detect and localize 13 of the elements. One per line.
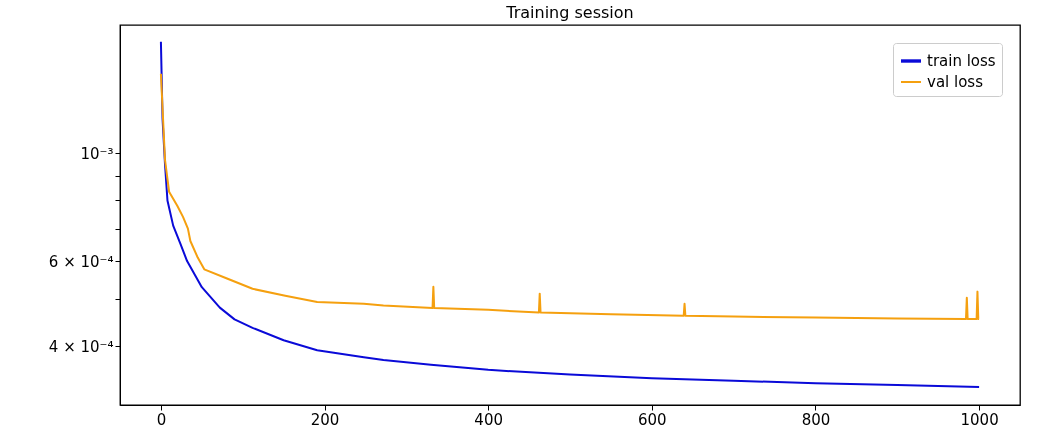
- x-tick-label: 600: [638, 410, 667, 429]
- y-tick-label: 4 × 10⁻⁴: [48, 337, 114, 356]
- x-tick-label: 1000: [960, 410, 999, 429]
- y-tick-label: 6 × 10⁻⁴: [48, 252, 114, 271]
- x-tick-label: 800: [801, 410, 831, 429]
- x-tick-label: 0: [156, 410, 167, 429]
- x-tick-label: 400: [474, 410, 503, 429]
- legend-label: val loss: [927, 73, 984, 91]
- y-tick-label: 10⁻³: [80, 144, 114, 163]
- line-series: [159, 72, 981, 320]
- chart-title: Training session: [505, 3, 634, 22]
- x-tick-label: 200: [310, 410, 340, 429]
- legend-label: train loss: [927, 52, 996, 70]
